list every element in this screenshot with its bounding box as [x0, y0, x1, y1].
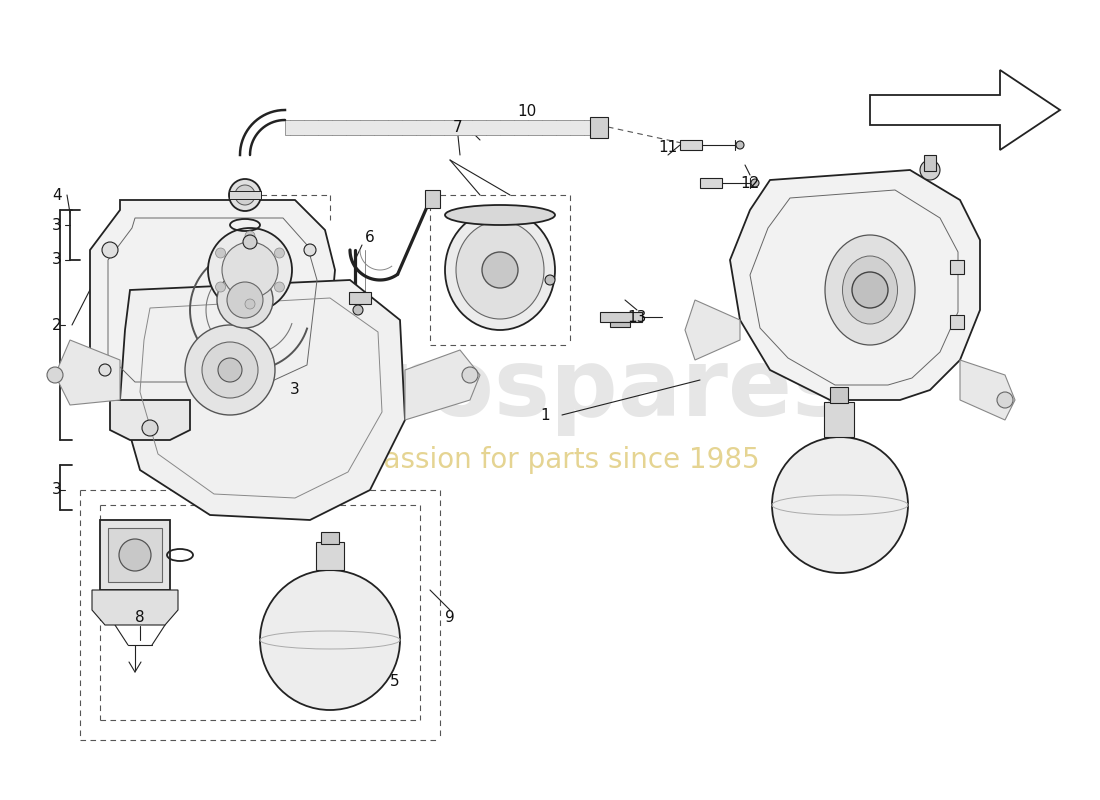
Polygon shape [730, 170, 980, 400]
Polygon shape [870, 70, 1060, 150]
Circle shape [274, 282, 285, 292]
Polygon shape [685, 300, 740, 360]
Text: 7: 7 [453, 121, 463, 135]
Text: 8: 8 [135, 610, 145, 626]
Text: 1: 1 [540, 407, 550, 422]
Polygon shape [55, 340, 120, 405]
Bar [950, 260, 964, 274]
Circle shape [217, 272, 273, 328]
Circle shape [304, 244, 316, 256]
Bar [321, 532, 339, 544]
Text: 3: 3 [52, 253, 62, 267]
Bar [425, 190, 440, 208]
Circle shape [229, 179, 261, 211]
Circle shape [218, 358, 242, 382]
Circle shape [274, 248, 285, 258]
Text: eurospares: eurospares [251, 344, 849, 436]
Text: 12: 12 [740, 175, 760, 190]
Ellipse shape [446, 210, 556, 330]
Circle shape [736, 141, 744, 149]
Text: 6: 6 [365, 230, 375, 245]
Circle shape [99, 364, 111, 376]
Circle shape [202, 342, 258, 398]
Circle shape [353, 305, 363, 315]
Polygon shape [405, 350, 480, 420]
Circle shape [227, 282, 263, 318]
Polygon shape [120, 280, 405, 520]
Circle shape [245, 299, 255, 309]
Circle shape [216, 282, 225, 292]
Text: a passion for parts since 1985: a passion for parts since 1985 [340, 446, 760, 474]
Circle shape [222, 242, 278, 298]
Circle shape [119, 539, 151, 571]
Bar [830, 387, 848, 403]
Bar [316, 542, 344, 570]
Circle shape [260, 570, 400, 710]
Text: 9: 9 [446, 610, 455, 626]
Bar [924, 155, 936, 171]
Text: 5: 5 [390, 674, 399, 690]
Text: 10: 10 [517, 105, 537, 119]
Circle shape [235, 185, 255, 205]
Ellipse shape [446, 205, 556, 225]
Circle shape [245, 231, 255, 241]
Circle shape [997, 392, 1013, 408]
Text: 4: 4 [52, 187, 62, 202]
Polygon shape [90, 200, 336, 400]
Circle shape [852, 272, 888, 308]
Bar [824, 402, 854, 437]
Circle shape [920, 160, 940, 180]
Circle shape [208, 228, 292, 312]
Ellipse shape [843, 256, 898, 324]
Text: 3: 3 [52, 218, 62, 233]
Circle shape [216, 248, 225, 258]
Circle shape [185, 325, 275, 415]
Text: 3: 3 [52, 482, 62, 498]
Bar [600, 312, 642, 322]
Bar [349, 292, 371, 304]
Circle shape [142, 420, 158, 436]
Bar [610, 322, 630, 327]
Text: 3: 3 [290, 382, 300, 398]
Polygon shape [110, 400, 190, 440]
Bar [229, 191, 261, 199]
Text: 11: 11 [659, 141, 678, 155]
Circle shape [243, 235, 257, 249]
Bar [590, 117, 608, 138]
Circle shape [482, 252, 518, 288]
Text: 13: 13 [627, 310, 647, 326]
Polygon shape [960, 360, 1015, 420]
Circle shape [47, 367, 63, 383]
Bar [950, 315, 964, 329]
Bar [100, 520, 170, 590]
Circle shape [772, 437, 908, 573]
Text: 2: 2 [52, 318, 62, 333]
Ellipse shape [825, 235, 915, 345]
Circle shape [544, 275, 556, 285]
Circle shape [462, 367, 478, 383]
Ellipse shape [456, 221, 544, 319]
Bar [680, 140, 702, 150]
Bar [108, 528, 162, 582]
Circle shape [102, 242, 118, 258]
Circle shape [751, 179, 759, 187]
Bar [700, 178, 722, 188]
Bar [285, 120, 590, 135]
Polygon shape [92, 590, 178, 625]
